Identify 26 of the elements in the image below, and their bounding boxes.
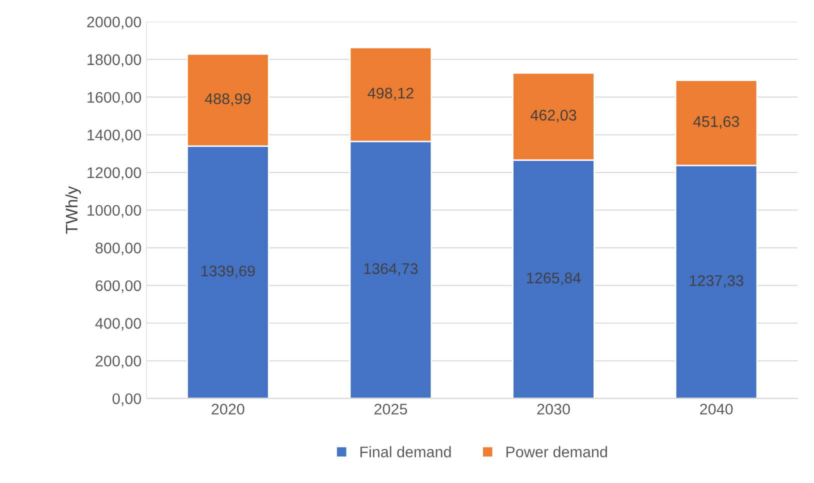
x-tick-label: 2025 <box>374 404 408 415</box>
data-label: 462,03 <box>530 110 576 122</box>
data-label: 1364,73 <box>364 263 418 276</box>
y-tick-label: 600,00 <box>96 280 142 293</box>
y-tick-label: 1600,00 <box>88 92 142 105</box>
y-tick-label: 1800,00 <box>88 54 142 67</box>
legend-label: Power demand <box>506 446 607 458</box>
data-label: 1237,33 <box>690 275 744 288</box>
data-label: 488,99 <box>204 93 251 106</box>
x-tick-label: 2020 <box>212 404 244 415</box>
y-tick-label: 0,00 <box>112 393 142 406</box>
y-tick-label: 1200,00 <box>88 167 142 180</box>
y-tick-label: 1400,00 <box>88 130 142 142</box>
y-tick-label: 200,00 <box>96 356 142 368</box>
y-tick-label: 400,00 <box>95 318 142 331</box>
data-label: 1265,84 <box>527 272 581 286</box>
y-axis-title: TWh/y <box>65 186 81 234</box>
x-tick-label: 2030 <box>537 404 570 415</box>
y-tick-label: 800,00 <box>96 242 142 256</box>
x-tick-label: 2040 <box>700 404 733 415</box>
y-tick-label: 1000,00 <box>88 204 142 218</box>
legend-label: Final demand <box>360 446 451 458</box>
data-label: 498,12 <box>368 88 414 100</box>
y-tick-label: 2000,00 <box>87 16 142 30</box>
data-label: 451,63 <box>693 116 740 129</box>
data-label: 1339,69 <box>201 266 255 278</box>
